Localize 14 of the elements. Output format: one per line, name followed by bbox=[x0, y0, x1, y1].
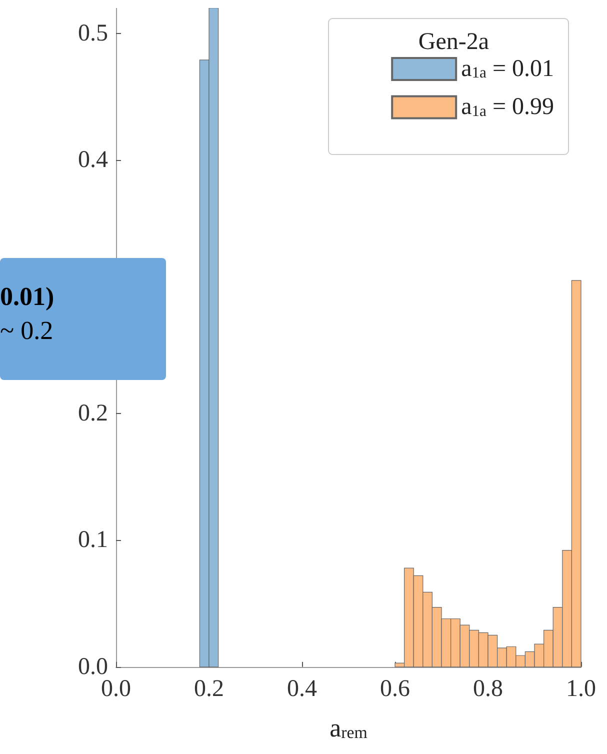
x-tick-label: 0.4 bbox=[287, 676, 317, 702]
y-tick-label: 0.5 bbox=[78, 20, 108, 46]
x-axis-title: arem bbox=[330, 713, 368, 742]
legend-label: a1a = 0.01 bbox=[461, 56, 554, 82]
legend-label: a1a = 0.99 bbox=[461, 94, 554, 120]
x-tick-label: 1.0 bbox=[566, 676, 596, 702]
y-tick-label: 0.4 bbox=[78, 147, 108, 174]
legend-title: Gen-2a bbox=[418, 29, 490, 55]
x-tick-label: 0.8 bbox=[473, 676, 503, 702]
x-tick-label: 0.6 bbox=[380, 676, 410, 702]
y-tick-label: 0.1 bbox=[78, 527, 108, 554]
x-tick-label: 0.2 bbox=[194, 676, 224, 702]
y-tick-label: 0.2 bbox=[78, 400, 108, 426]
note-box: 0.01) ~ 0.2 bbox=[0, 258, 166, 380]
